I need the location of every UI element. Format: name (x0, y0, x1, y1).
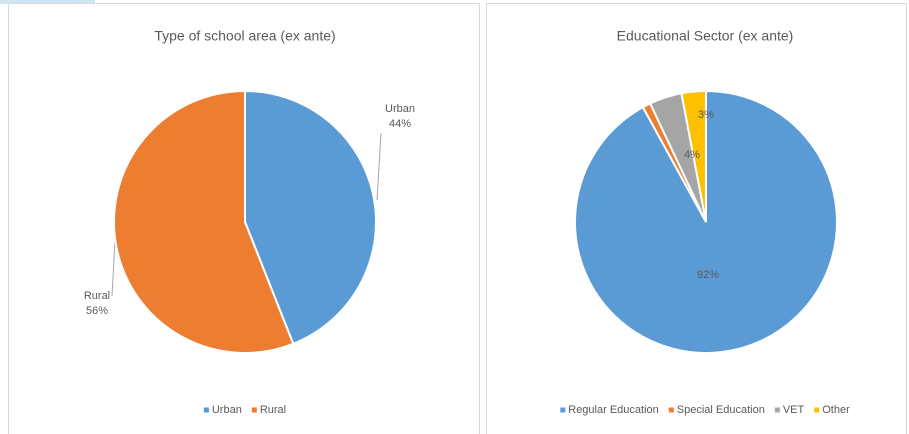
data-label: 4% (684, 149, 700, 161)
legend-label: Rural (260, 404, 286, 416)
legend-swatch (774, 407, 780, 413)
legend-swatch (560, 407, 566, 413)
legend-label: Regular Education (568, 404, 659, 416)
legend-swatch (814, 407, 820, 413)
pie-slice (113, 89, 295, 354)
legend-label: Special Education (677, 404, 765, 416)
data-label: 3% (698, 109, 714, 121)
data-label: 92% (697, 269, 719, 281)
leader-line (111, 239, 116, 297)
data-label: 44% (389, 118, 411, 130)
legend-swatch (251, 407, 257, 413)
pie-slice (680, 89, 707, 223)
legend-swatch (668, 407, 674, 413)
pie-slice (574, 89, 838, 354)
leader-line (376, 132, 382, 201)
chart-title: Type of school area (ex ante) (154, 28, 335, 44)
legend-label: VET (783, 404, 805, 416)
chart-title: Educational Sector (ex ante) (617, 28, 794, 44)
legend-swatch (203, 407, 209, 413)
legend-label: Urban (212, 404, 242, 416)
pie-slice (244, 89, 377, 346)
data-label: 56% (86, 305, 108, 317)
data-label-category: Rural (84, 290, 110, 302)
data-label-category: Urban (385, 103, 415, 115)
legend-label: Other (822, 404, 850, 416)
tab (0, 0, 95, 4)
